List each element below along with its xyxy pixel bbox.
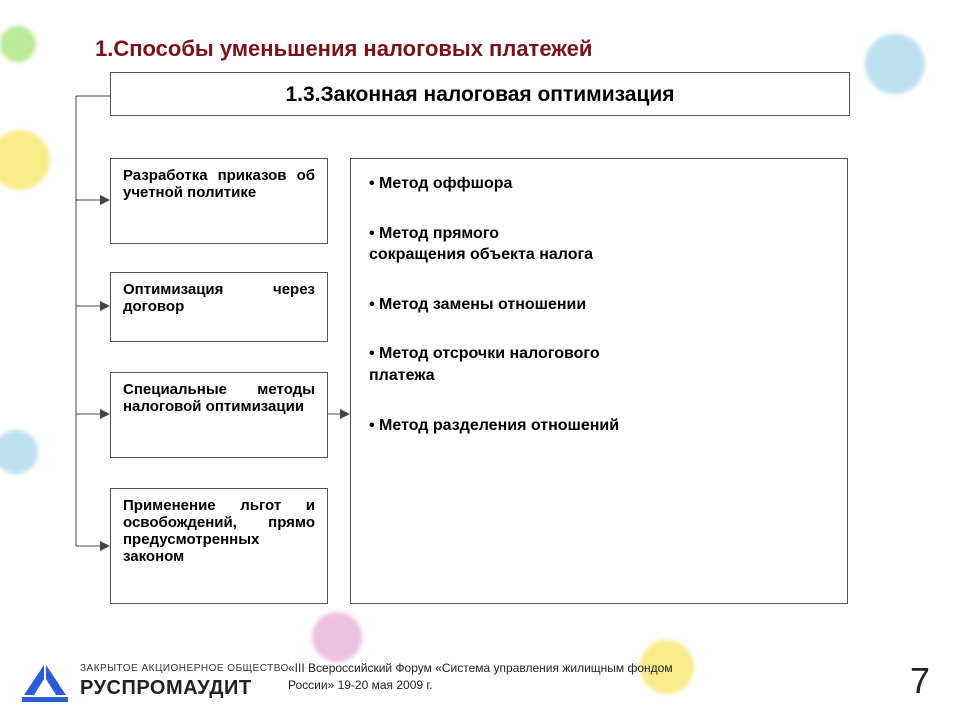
left-box-0: Разработка приказов об учетной политике [110, 158, 328, 244]
bg-blob [865, 34, 925, 94]
footer-note-l1: «III Всероссийский Форум «Система управл… [288, 661, 673, 675]
left-box-1: Оптимизация через договор [110, 272, 328, 342]
methods-box: Метод оффшораМетод прямогосокращения объ… [350, 158, 848, 604]
bg-blob [312, 612, 362, 662]
bg-blob [0, 130, 50, 190]
page-number: 7 [910, 660, 930, 702]
footer-note: «III Всероссийский Форум «Система управл… [288, 660, 808, 694]
footer-company: РУСПРОМАУДИТ [80, 677, 252, 700]
subtitle-box: 1.3.Законная налоговая оптимизация [110, 72, 850, 116]
slide-title: 1.Способы уменьшения налоговых платежей [95, 36, 592, 62]
footer-logo [20, 661, 74, 710]
left-box-2: Специальные методы налоговой оптимизации [110, 372, 328, 458]
bg-blob [0, 430, 38, 474]
logo-icon [20, 661, 74, 705]
bg-blob [0, 26, 36, 62]
footer-note-l2: России» 19-20 мая 2009 г. [288, 678, 433, 692]
slide: { "title": "1.Способы уменьшения налогов… [0, 0, 960, 720]
left-box-3: Применение льгот и освобождений, прямо п… [110, 488, 328, 604]
footer-subtitle: ЗАКРЫТОЕ АКЦИОНЕРНОЕ ОБЩЕСТВО [80, 663, 289, 674]
